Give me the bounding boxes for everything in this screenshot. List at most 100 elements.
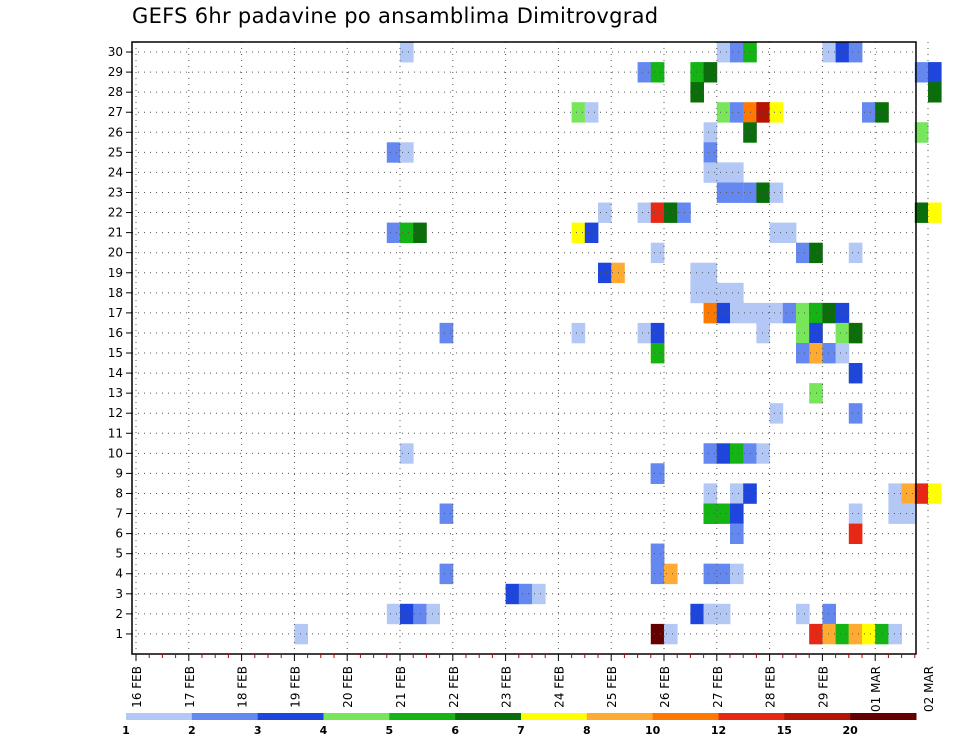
heatmap-cell — [835, 343, 850, 364]
y-tick-label: 17 — [108, 306, 123, 320]
heatmap-cell — [730, 282, 744, 304]
heatmap-cell — [439, 322, 454, 344]
heatmap-cell — [835, 302, 850, 324]
heatmap-cell — [400, 603, 414, 625]
heatmap-cell — [703, 162, 718, 183]
x-tick-label: 29 FEB — [816, 666, 830, 708]
y-tick-label: 27 — [108, 105, 123, 119]
x-tick-label: 21 FEB — [394, 666, 408, 708]
heatmap-cell — [716, 162, 731, 183]
heatmap-cell — [730, 162, 744, 183]
heatmap-cell — [703, 282, 718, 304]
heatmap-cell — [730, 523, 744, 544]
heatmap-cell — [584, 222, 599, 243]
heatmap-cell — [703, 603, 718, 625]
y-tick-label: 8 — [115, 486, 123, 500]
x-tick-label: 24 FEB — [552, 666, 566, 708]
heatmap-cell — [690, 62, 704, 83]
y-tick-label: 11 — [108, 426, 123, 440]
legend-label: 4 — [320, 724, 328, 737]
heatmap-cell — [769, 102, 784, 123]
legend-swatch — [126, 713, 193, 720]
heatmap-cell — [862, 102, 876, 123]
heatmap-cell — [650, 623, 665, 645]
heatmap-cell — [769, 403, 784, 424]
y-tick-label: 14 — [108, 366, 123, 380]
legend-swatch — [784, 713, 851, 720]
x-tick-label: 02 MAR — [922, 666, 936, 712]
heatmap-cell — [769, 302, 784, 324]
legend-swatch — [652, 713, 719, 720]
heatmap-cell — [914, 483, 929, 504]
heatmap-cell — [822, 343, 836, 364]
legend-swatch — [521, 713, 588, 720]
heatmap-cell — [716, 302, 731, 324]
heatmap-cell — [690, 603, 704, 625]
chart-title: GEFS 6hr padavine po ansamblima Dimitrov… — [132, 4, 659, 28]
heatmap-cell — [518, 583, 533, 605]
heatmap-cell — [650, 343, 665, 364]
heatmap-cell — [598, 262, 612, 284]
y-tick-label: 4 — [115, 567, 123, 581]
heatmap-cell — [584, 102, 599, 123]
heatmap-cell — [716, 42, 731, 63]
y-tick-label: 10 — [108, 446, 123, 460]
y-tick-label: 20 — [108, 246, 123, 260]
heatmap-cell — [716, 503, 731, 524]
plot-area — [132, 42, 916, 654]
heatmap-cell — [822, 302, 836, 324]
legend-swatch — [191, 713, 259, 720]
heatmap-cell — [650, 202, 665, 223]
heatmap-cell — [571, 222, 586, 243]
heatmap-cell — [400, 222, 414, 243]
heatmap-cell — [928, 483, 942, 504]
heatmap-cell — [532, 583, 546, 605]
heatmap-cell — [730, 483, 744, 504]
heatmap-cell — [796, 242, 810, 264]
heatmap-cell — [637, 322, 652, 344]
y-tick-label: 30 — [108, 45, 123, 59]
heatmap-cell — [822, 623, 836, 645]
heatmap-cell — [848, 623, 863, 645]
heatmap-cell — [400, 142, 414, 163]
heatmap-cell — [848, 322, 863, 344]
heatmap-cell — [386, 222, 401, 243]
heatmap-cell — [650, 322, 665, 344]
legend-label: 15 — [777, 724, 792, 737]
heatmap-cell — [637, 202, 652, 223]
heatmap-cell — [400, 443, 414, 464]
heatmap-cell — [703, 483, 718, 504]
heatmap-cell — [782, 302, 797, 324]
heatmap-cell — [598, 202, 612, 223]
y-tick-label: 16 — [108, 326, 123, 340]
x-tick-label: 22 FEB — [447, 666, 461, 708]
y-tick-label: 29 — [108, 65, 123, 79]
heatmap-cell — [888, 503, 902, 524]
plot-frame — [131, 41, 917, 655]
heatmap-cell — [703, 443, 718, 464]
legend-label: 10 — [645, 724, 661, 737]
y-tick-label: 2 — [115, 607, 123, 621]
legend-label: 2 — [188, 724, 196, 737]
heatmap-cell — [703, 142, 718, 163]
heatmap-cell — [796, 302, 810, 324]
x-tick-label: 18 FEB — [236, 666, 250, 708]
heatmap-cell — [756, 182, 770, 203]
heatmap-cell — [730, 302, 744, 324]
heatmap-cell — [901, 483, 916, 504]
heatmap-cell — [928, 62, 942, 83]
heatmap-cell — [703, 302, 718, 324]
y-tick-label: 12 — [108, 406, 123, 420]
y-tick-label: 15 — [108, 346, 123, 360]
heatmap-cell — [716, 282, 731, 304]
heatmap-cell — [796, 603, 810, 625]
y-tick-label: 1 — [115, 627, 123, 641]
y-tick-label: 6 — [115, 527, 123, 541]
heatmap-cell — [848, 42, 863, 63]
y-tick-label: 3 — [115, 587, 123, 601]
legend-swatch — [718, 713, 785, 720]
heatmap-cell — [756, 443, 770, 464]
heatmap-cell — [439, 503, 454, 524]
legend-swatch — [850, 713, 917, 720]
heatmap-cell — [716, 563, 731, 585]
